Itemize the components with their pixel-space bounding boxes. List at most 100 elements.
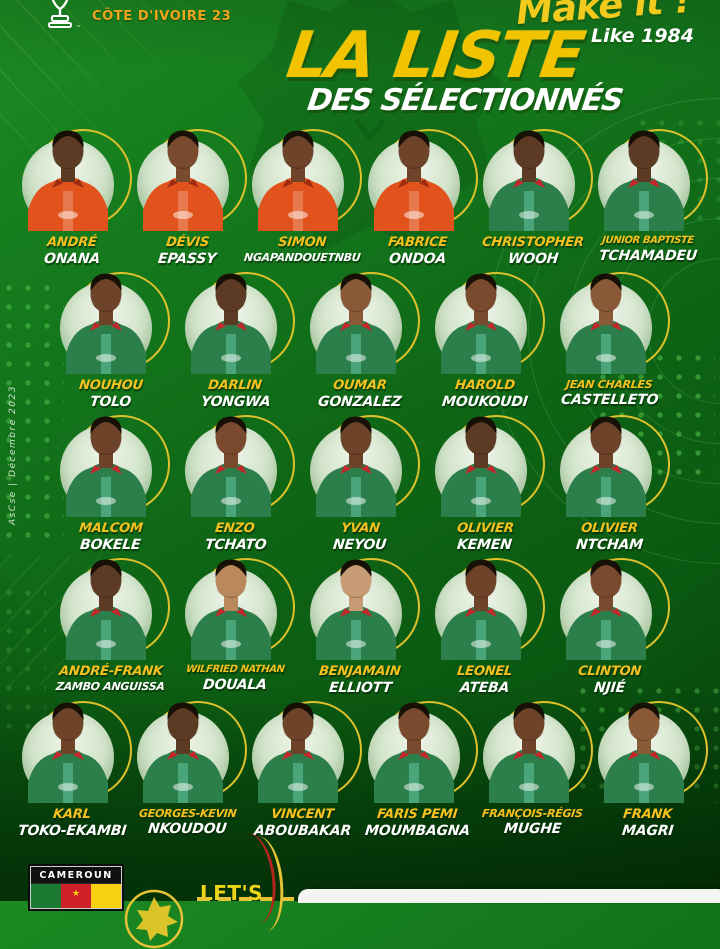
- player-photo: [185, 272, 296, 378]
- player-last-name: ZAMBO ANGUISSA: [55, 680, 166, 694]
- player-first-name: BENJAMAIN: [318, 664, 402, 679]
- player-photo: [434, 415, 545, 521]
- player-portrait-icon: [440, 273, 521, 374]
- flag-star-icon: ★: [71, 888, 81, 899]
- player-photo: [22, 701, 132, 807]
- player-portrait-icon: [28, 130, 108, 231]
- player-portrait-icon: [565, 416, 646, 517]
- player-first-name: JEAN CHARLES: [565, 378, 654, 391]
- player-portrait-icon: [373, 130, 454, 231]
- player-first-name: KARL: [52, 807, 92, 822]
- player-portrait-icon: [66, 559, 147, 660]
- player-photo: [60, 415, 171, 521]
- player-card: VINCENT ABOUBAKAR: [246, 701, 363, 846]
- ball-logo-icon: [124, 889, 184, 949]
- player-portrait-icon: [315, 559, 396, 660]
- tournament-label: CÔTE D'IVOIRE 23: [92, 9, 232, 24]
- author-watermark: AsCse | Décembre 2023: [8, 385, 18, 526]
- player-last-name: TCHAMADEU: [598, 247, 698, 264]
- player-first-name: SIMON: [277, 235, 328, 250]
- flag-stripe-yellow: [91, 884, 121, 908]
- poster-subtitle: DES SÉLECTIONNÉS: [305, 82, 625, 118]
- player-first-name: OUMAR: [332, 378, 388, 393]
- player-portrait-icon: [488, 702, 569, 803]
- player-photo: [559, 415, 670, 521]
- player-last-name: TOLO: [89, 394, 132, 411]
- yellow-curve-decor: [235, 834, 288, 934]
- player-photo: [367, 701, 478, 807]
- player-portrait-icon: [191, 273, 272, 374]
- player-photo: [309, 558, 420, 664]
- player-first-name: HAROLD: [454, 378, 516, 393]
- player-first-name: NOUHOU: [77, 378, 144, 393]
- player-card: YVAN NEYOU: [298, 415, 423, 560]
- player-last-name: NKOUDOU: [147, 820, 228, 837]
- cameroon-flag: ★: [31, 883, 121, 908]
- player-portrait-icon: [66, 273, 147, 374]
- player-first-name: OLIVIER: [580, 521, 639, 536]
- player-portrait-icon: [603, 702, 684, 803]
- player-row: KARL TOKO-EKAMBI GEORGES-KEVIN NKOUDOU: [0, 701, 720, 846]
- player-portrait-icon: [440, 416, 521, 517]
- player-photo: [309, 272, 420, 378]
- player-photo: [597, 129, 708, 235]
- player-first-name: WILFRIED NATHAN: [185, 664, 286, 675]
- player-photo: [22, 129, 132, 235]
- player-card: DÉVIS EPASSY: [131, 129, 248, 274]
- player-last-name: NGAPANDOUETNBU: [243, 251, 362, 265]
- player-card: OUMAR GONZALEZ: [298, 272, 423, 417]
- player-card: ANDRÉ-FRANK ZAMBO ANGUISSA: [48, 558, 173, 703]
- player-portrait-icon: [143, 130, 224, 231]
- player-last-name: NTCHAM: [575, 537, 644, 554]
- player-photo: [434, 558, 545, 664]
- player-portrait-icon: [565, 273, 646, 374]
- player-card: ANDRÉ ONANA: [16, 129, 132, 274]
- player-first-name: DÉVIS: [164, 235, 210, 250]
- player-card: HAROLD MOUKOUDI: [422, 272, 547, 417]
- player-card: OLIVIER KEMEN: [422, 415, 547, 560]
- player-card: ENZO TCHATO: [173, 415, 298, 560]
- player-last-name: MAGRI: [621, 823, 675, 840]
- flag-stripe-green: [31, 884, 61, 908]
- player-first-name: OLIVIER: [455, 521, 514, 536]
- player-last-name: NJIÉ: [593, 680, 626, 697]
- player-card: WILFRIED NATHAN DOUALA: [173, 558, 298, 703]
- player-portrait-icon: [440, 559, 521, 660]
- player-portrait-icon: [191, 416, 272, 517]
- player-card: DARLIN YONGWA: [173, 272, 298, 417]
- player-first-name: FRANK: [622, 807, 674, 822]
- player-last-name: GONZALEZ: [317, 394, 403, 411]
- player-first-name: DARLIN: [207, 378, 263, 393]
- cameroun-badge-label: CAMEROUN: [39, 870, 113, 881]
- player-last-name: MOUKOUDI: [441, 394, 529, 411]
- player-last-name: WOOH: [506, 251, 559, 268]
- player-last-name: DOUALA: [202, 676, 268, 693]
- player-last-name: KEMEN: [456, 537, 514, 554]
- player-card: OLIVIER NTCHAM: [547, 415, 672, 560]
- player-portrait-icon: [28, 702, 108, 803]
- player-first-name: YVAN: [339, 521, 381, 536]
- player-portrait-icon: [315, 416, 396, 517]
- player-photo: [597, 701, 708, 807]
- flag-stripe-red: ★: [61, 884, 91, 908]
- player-card: NOUHOU TOLO: [48, 272, 173, 417]
- player-first-name: GEORGES-KEVIN: [137, 807, 237, 820]
- player-last-name: ONANA: [43, 251, 101, 268]
- player-last-name: TOKO-EKAMBI: [17, 823, 128, 840]
- player-photo: [559, 558, 670, 664]
- player-last-name: MOUMBAGNA: [364, 823, 471, 840]
- player-last-name: ATEBA: [459, 680, 511, 697]
- player-card: BENJAMAIN ELLIOTT: [298, 558, 423, 703]
- player-card: MALCOM BOKELE: [48, 415, 173, 560]
- player-photo: [559, 272, 670, 378]
- player-photo: [60, 558, 171, 664]
- player-portrait-icon: [488, 130, 569, 231]
- player-photo: [137, 129, 248, 235]
- player-card: JUNIOR BAPTISTE TCHAMADEU: [592, 129, 708, 274]
- player-portrait-icon: [603, 130, 684, 231]
- player-card: CHRISTOPHER WOOH: [477, 129, 593, 274]
- player-photo: [60, 272, 171, 378]
- player-row: ANDRÉ ONANA DÉVIS EPASSY: [0, 129, 720, 274]
- player-portrait-icon: [373, 702, 454, 803]
